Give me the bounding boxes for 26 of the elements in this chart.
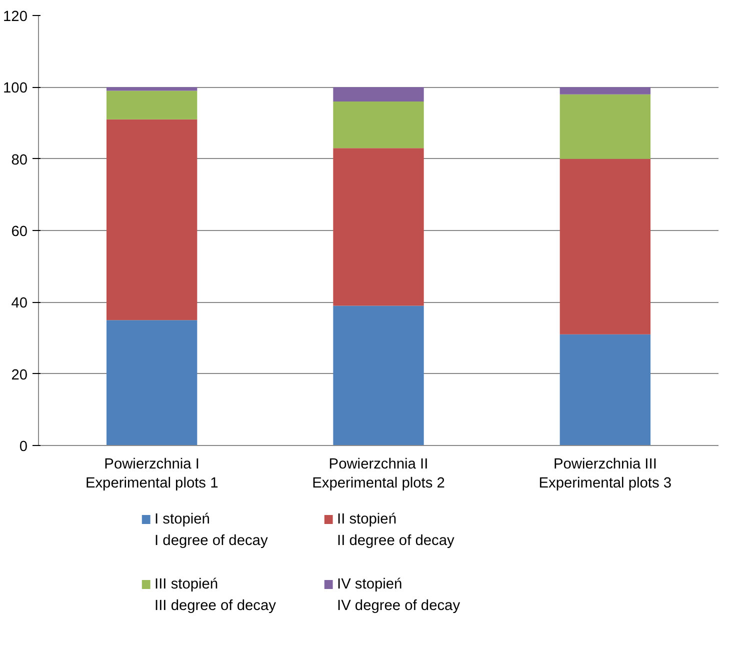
bar	[560, 94, 650, 159]
bar	[333, 148, 424, 306]
y-tick-label: 20	[11, 367, 28, 384]
y-tick-label: 0	[19, 439, 28, 455]
bar	[106, 320, 198, 446]
bar	[560, 334, 650, 446]
legend-label: I stopień I degree of decay	[154, 512, 268, 550]
legend-label: IV stopień IV degree of decay	[337, 576, 461, 614]
bar	[106, 90, 198, 120]
x-tick-label: Powierzchnia III Experimental plots 3	[538, 456, 672, 492]
bar	[106, 87, 198, 91]
bar	[333, 87, 424, 102]
y-tick-label: 40	[11, 296, 28, 312]
bar	[560, 87, 650, 94]
x-tick-label: Powierzchnia II Experimental plots 2	[312, 456, 445, 492]
x-tick-label: Powierzchnia I Experimental plots 1	[85, 456, 218, 492]
bar	[106, 119, 198, 320]
bar	[333, 306, 424, 446]
y-tick-label: 100	[3, 80, 28, 97]
legend-label: III stopień III degree of decay	[154, 576, 277, 614]
bar	[333, 102, 424, 148]
y-tick-label: 60	[11, 224, 28, 240]
bar	[560, 158, 650, 334]
y-tick-label: 120	[3, 9, 28, 25]
y-tick-label: 80	[11, 152, 28, 168]
legend-label: II stopień II degree of decay	[337, 512, 456, 550]
